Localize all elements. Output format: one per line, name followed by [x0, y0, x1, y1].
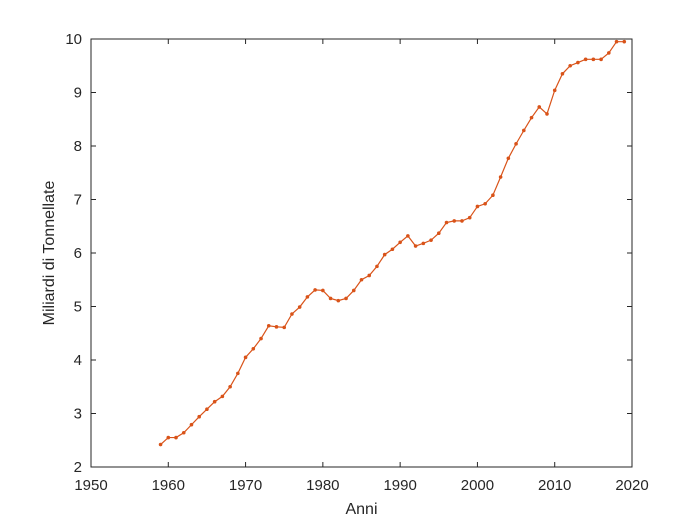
data-point [467, 215, 472, 220]
series-points [158, 39, 627, 447]
data-point [537, 105, 542, 109]
data-point [251, 346, 256, 351]
data-point [406, 234, 410, 238]
data-point [359, 277, 364, 282]
data-point [560, 71, 565, 76]
data-point [313, 288, 317, 292]
data-point [266, 323, 271, 328]
data-point [475, 204, 480, 209]
data-point [599, 57, 603, 62]
data-point [328, 296, 333, 301]
data-point [398, 240, 402, 245]
data-point [236, 371, 240, 376]
data-point [243, 355, 248, 360]
data-point [591, 57, 596, 62]
data-point [390, 247, 395, 252]
data-point [614, 39, 619, 44]
data-point [336, 298, 341, 303]
data-point [351, 288, 356, 293]
data-point [166, 435, 171, 440]
data-point [491, 193, 495, 198]
data-point [483, 201, 487, 206]
data-point [274, 325, 279, 329]
data-point [622, 39, 627, 44]
data-point [452, 219, 457, 223]
x-tick-label: 1950 [74, 477, 107, 494]
y-tick-label: 4 [74, 352, 82, 369]
x-tick-label: 2020 [615, 477, 648, 494]
data-point [545, 112, 549, 116]
data-point [382, 252, 387, 257]
x-tick-label: 2000 [461, 477, 494, 494]
data-point [259, 336, 263, 341]
data-point [282, 325, 287, 330]
data-point [436, 231, 441, 236]
data-point [552, 88, 557, 93]
x-tick-label: 1960 [152, 477, 185, 494]
data-point [181, 430, 186, 435]
x-tick-label: 2010 [538, 477, 571, 494]
data-point [583, 57, 588, 62]
data-point [522, 128, 526, 133]
data-point [506, 156, 511, 161]
data-point [444, 220, 449, 225]
data-point [205, 407, 209, 412]
y-tick-label: 5 [74, 299, 82, 316]
data-point [174, 435, 178, 440]
data-point [297, 305, 302, 309]
data-point [344, 296, 348, 301]
data-point [576, 60, 580, 65]
data-point [529, 115, 534, 120]
y-axis: 2 3 4 5 6 7 8 9 10 [65, 31, 632, 476]
data-point [421, 241, 426, 246]
x-tick-label: 1990 [383, 477, 416, 494]
y-tick-label: 3 [74, 406, 82, 423]
y-tick-label: 6 [74, 245, 82, 262]
y-tick-label: 2 [74, 459, 82, 476]
data-point [321, 288, 325, 293]
plot-area [90, 38, 633, 468]
data-point [305, 295, 310, 299]
y-tick-label: 9 [74, 85, 82, 102]
data-point [607, 51, 611, 55]
data-point [429, 238, 433, 242]
data-point [375, 264, 379, 269]
data-point [568, 63, 572, 68]
x-tick-label: 1980 [306, 477, 339, 494]
x-axis-label: Anni [345, 501, 377, 518]
data-point [498, 175, 503, 179]
data-point [197, 414, 201, 419]
data-point [460, 219, 464, 223]
data-point [367, 273, 372, 278]
y-tick-label: 10 [65, 31, 82, 48]
data-point [212, 399, 217, 404]
data-point [189, 422, 194, 427]
data-point [514, 142, 518, 146]
data-point [158, 442, 163, 447]
y-tick-label: 8 [74, 138, 82, 155]
x-tick-label: 1970 [229, 477, 262, 494]
y-axis-label: Miliardi di Tonnellate [41, 181, 58, 326]
x-axis: 1950 1960 1970 1980 1990 2000 2010 2020 [74, 39, 649, 494]
data-point [220, 394, 225, 399]
data-point [413, 244, 418, 248]
y-tick-label: 7 [74, 192, 82, 209]
data-point [290, 312, 294, 316]
data-point [228, 384, 232, 389]
